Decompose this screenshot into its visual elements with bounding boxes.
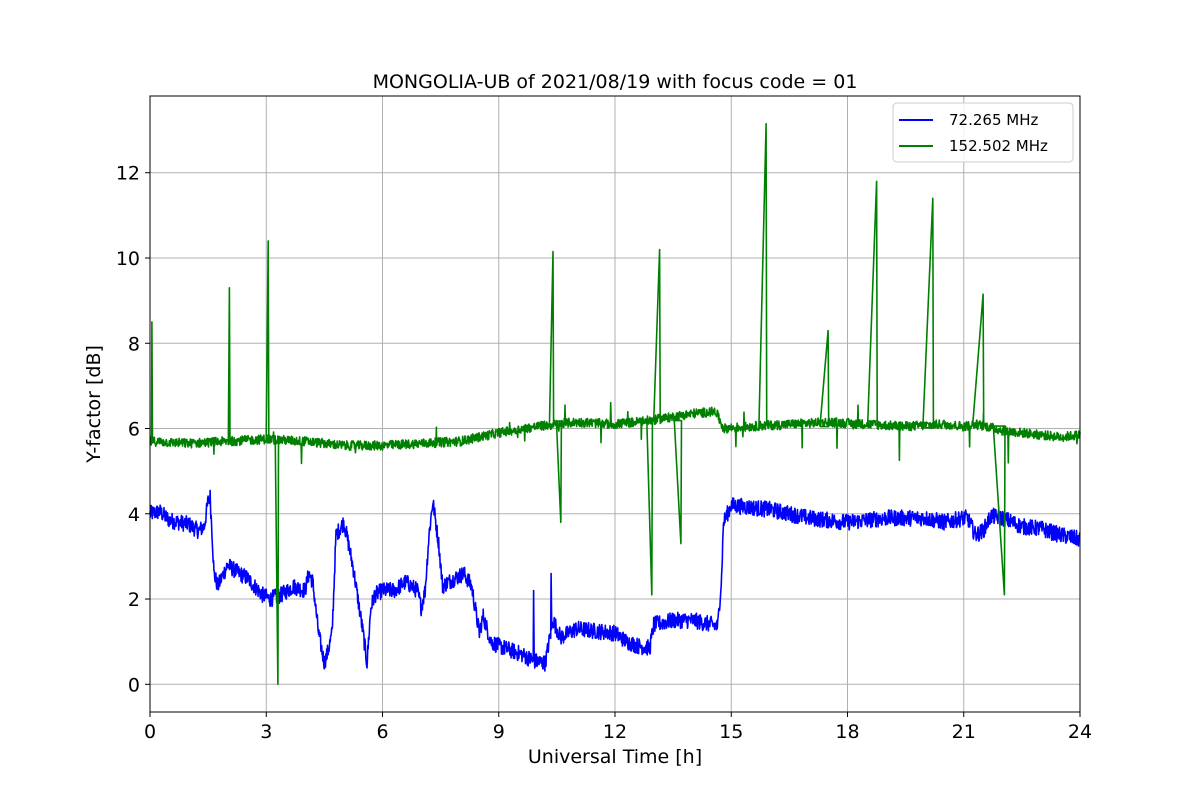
- y-axis-label: Y-factor [dB]: [83, 345, 105, 464]
- chart-title: MONGOLIA-UB of 2021/08/19 with focus cod…: [373, 71, 858, 93]
- legend-label: 72.265 MHz: [949, 111, 1038, 129]
- x-tick-label: 3: [260, 721, 272, 743]
- legend-label: 152.502 MHz: [949, 137, 1048, 155]
- x-tick-label: 12: [603, 721, 627, 743]
- series-line-0: [149, 489, 1081, 672]
- x-tick-label: 18: [835, 721, 859, 743]
- y-tick-label: 6: [128, 419, 140, 441]
- y-tick-label: 0: [128, 674, 140, 696]
- x-tick-label: 21: [952, 721, 976, 743]
- x-tick-label: 9: [493, 721, 505, 743]
- y-tick-label: 10: [116, 248, 140, 270]
- legend-box: [892, 102, 1074, 163]
- legend: 72.265 MHz 152.502 MHz: [892, 102, 1074, 163]
- series-layer: [149, 122, 1081, 686]
- y-tick-label: 8: [128, 333, 140, 355]
- x-tick-label: 15: [719, 721, 743, 743]
- x-tick-label: 6: [376, 721, 388, 743]
- x-axis-label: Universal Time [h]: [528, 746, 702, 768]
- y-tick-label: 4: [128, 504, 140, 526]
- y-tick-label: 2: [128, 589, 140, 611]
- series-line-1: [149, 122, 1081, 686]
- x-tick-label: 24: [1068, 721, 1092, 743]
- x-tick-label: 0: [144, 721, 156, 743]
- y-tick-label: 12: [116, 163, 140, 185]
